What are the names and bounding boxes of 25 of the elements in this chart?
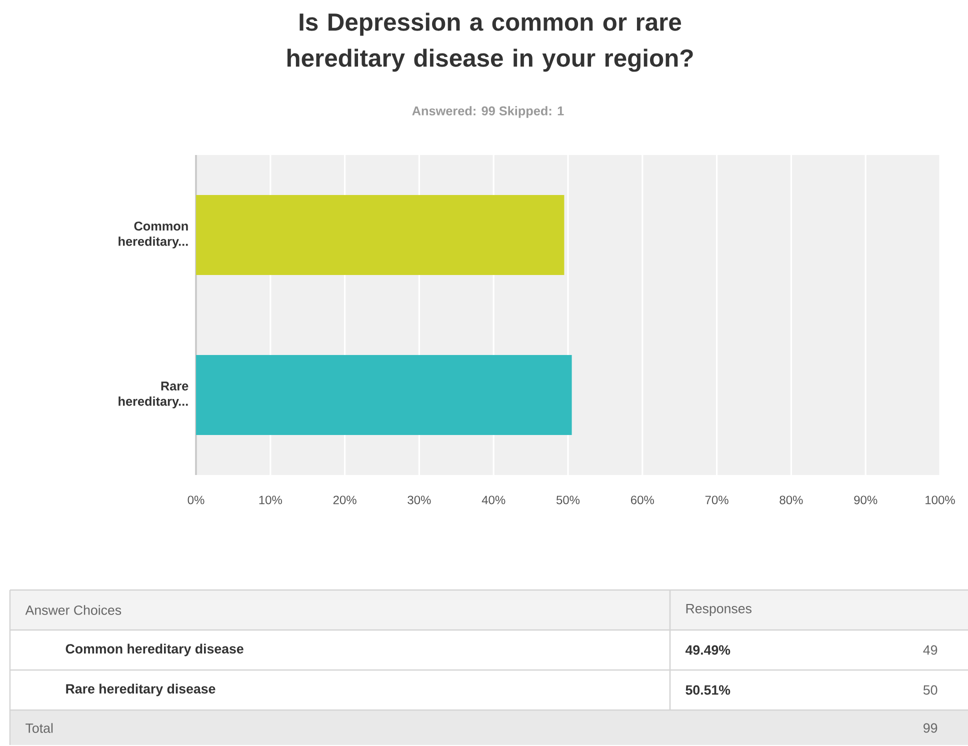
x-tick-label: 80% bbox=[780, 496, 803, 504]
x-tick-label: 60% bbox=[631, 496, 654, 504]
chart-title: Is Depression a common or rare hereditary disease in your region? bbox=[287, 12, 693, 72]
text: 49.49% bbox=[685, 645, 730, 655]
x-tick-label: 50% bbox=[556, 496, 580, 504]
text: 50.51% bbox=[686, 685, 730, 695]
text: Responses bbox=[686, 604, 752, 616]
text: 49 bbox=[923, 645, 938, 655]
text: Common hereditary disease bbox=[66, 644, 244, 656]
x-tick-label: 90% bbox=[854, 496, 878, 504]
chart-subtitle: Answered: 99 Skipped: 1 bbox=[412, 106, 564, 118]
text: 99 bbox=[924, 723, 938, 733]
x-tick-label: 40% bbox=[482, 496, 506, 504]
text: 50 bbox=[923, 685, 938, 695]
x-tick-label: 70% bbox=[705, 496, 728, 504]
x-tick-label: 30% bbox=[408, 496, 431, 504]
x-tick-label: 100% bbox=[926, 496, 955, 504]
y-tick-label: Common hereditary... bbox=[118, 222, 188, 248]
text: Total bbox=[26, 723, 53, 733]
x-tick-label: 10% bbox=[259, 496, 282, 504]
x-tick-label: 0% bbox=[188, 496, 204, 504]
x-tick-label: 20% bbox=[333, 496, 356, 504]
text: Answer Choices bbox=[25, 605, 122, 615]
y-tick-label: Rare hereditary... bbox=[118, 382, 188, 408]
text: Rare hereditary disease bbox=[66, 684, 216, 696]
